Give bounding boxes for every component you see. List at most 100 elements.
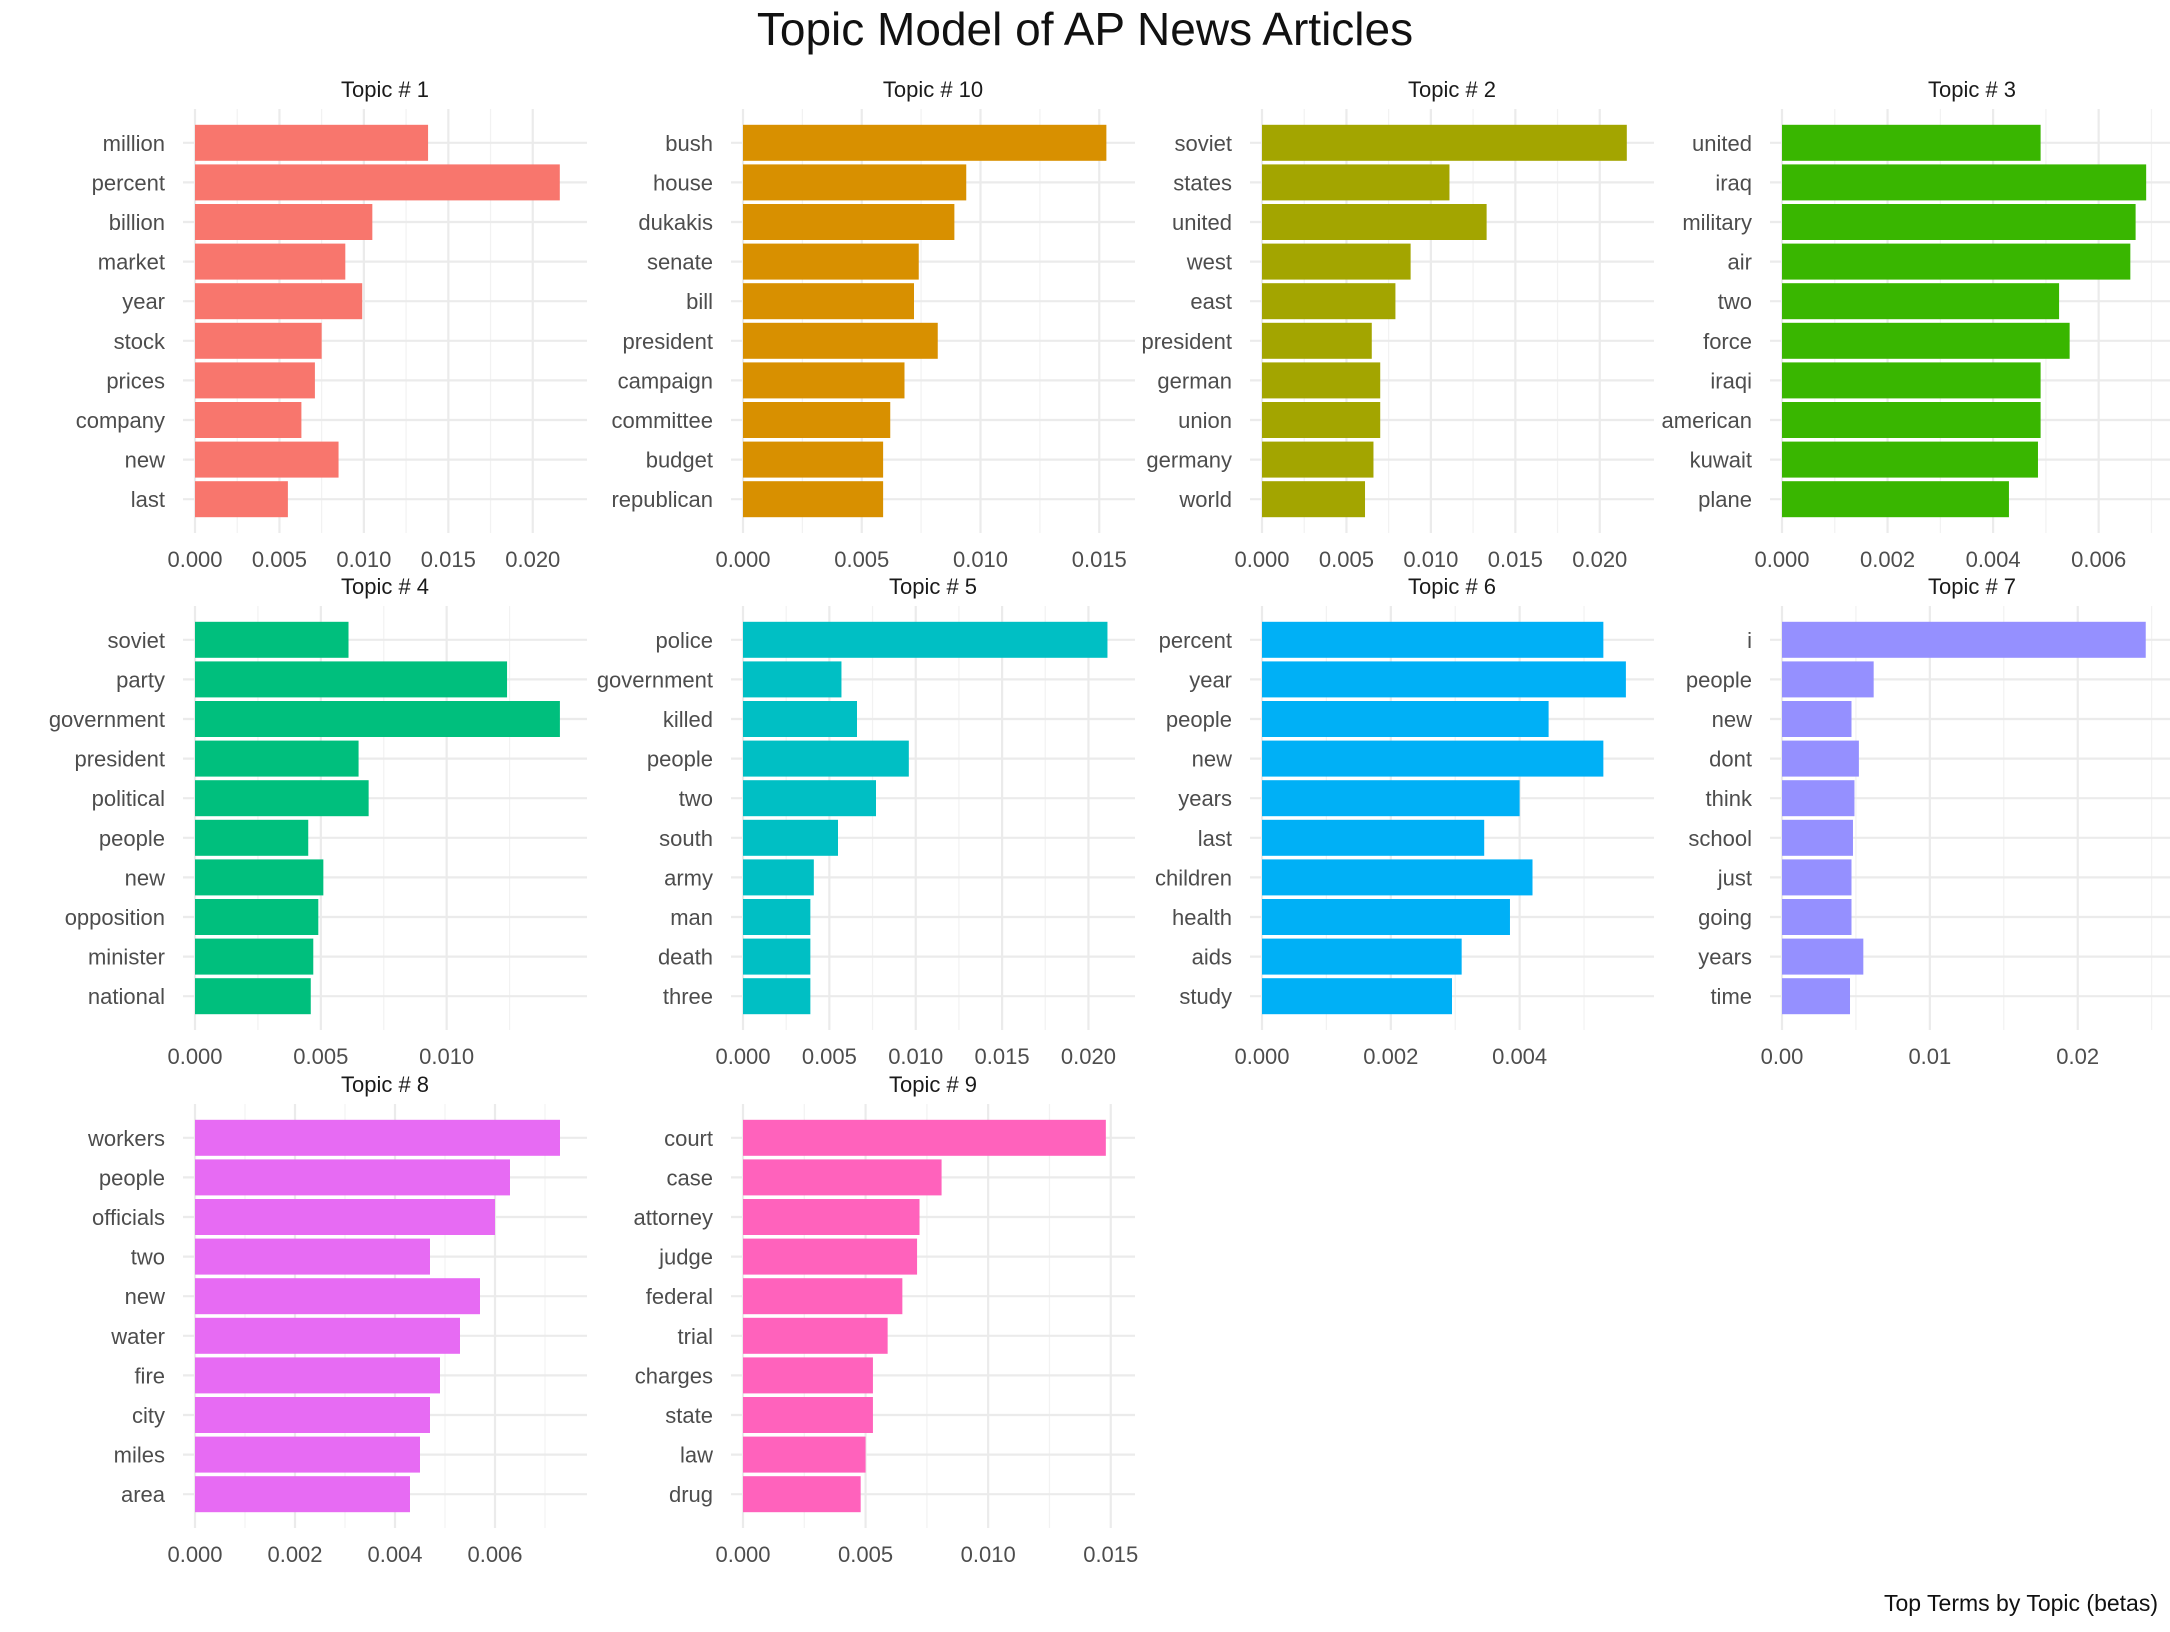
bar (1782, 938, 1864, 975)
term-label: miles (114, 1443, 165, 1468)
term-label: people (1686, 667, 1752, 692)
term-label: german (1157, 368, 1232, 393)
facet-panel: Topic # 3 united iraq military air two force ir… (1662, 77, 2170, 572)
x-tick-label: 0.004 (1966, 547, 2021, 572)
term-label: two (1718, 289, 1752, 314)
facet-panel: Topic # 9 court case attorney judge federal tr… (634, 1072, 1139, 1567)
term-label: committee (612, 408, 713, 433)
term-label: budget (646, 448, 713, 473)
term-label: government (597, 667, 713, 692)
x-tick-label: 0.004 (367, 1542, 422, 1567)
term-label: house (653, 170, 713, 195)
bar (1782, 164, 2147, 201)
x-tick-label: 0.020 (1572, 547, 1627, 572)
bar (1262, 740, 1604, 777)
bar (743, 243, 919, 280)
term-label: east (1190, 289, 1232, 314)
bar (743, 481, 884, 518)
term-label: last (131, 487, 165, 512)
bar (743, 283, 914, 320)
term-label: company (76, 408, 165, 433)
x-tick-label: 0.000 (715, 1542, 770, 1567)
x-tick-label: 0.015 (975, 1044, 1030, 1069)
bar (195, 819, 309, 856)
term-label: workers (87, 1126, 165, 1151)
term-label: kuwait (1690, 448, 1752, 473)
bar (743, 1199, 920, 1235)
bar (1262, 124, 1627, 161)
term-label: attorney (634, 1205, 714, 1230)
x-tick-label: 0.020 (505, 547, 560, 572)
facet-title: Topic # 9 (889, 1072, 977, 1097)
facet-title: Topic # 6 (1408, 574, 1496, 599)
bar (195, 322, 322, 359)
bar (195, 1397, 430, 1433)
x-tick-label: 0.005 (293, 1044, 348, 1069)
bar (195, 402, 302, 438)
facet-panel: Topic # 10 bush house dukakis senate bill pres… (611, 77, 1135, 572)
bar (195, 1199, 495, 1235)
term-label: people (1166, 707, 1232, 732)
facet-panel: Topic # 8 workers people officials two new wat… (87, 1072, 587, 1567)
bar (743, 1238, 918, 1275)
term-label: united (1172, 210, 1232, 235)
bar (1262, 164, 1450, 201)
bar (743, 899, 811, 935)
bar (743, 740, 909, 777)
bar (1782, 740, 1859, 777)
bar (1782, 243, 2131, 280)
bar (1262, 780, 1520, 817)
bar (1782, 402, 2041, 438)
x-tick-label: 0.005 (1319, 547, 1374, 572)
term-label: government (49, 707, 165, 732)
x-tick-label: 0.005 (802, 1044, 857, 1069)
bar (195, 1476, 410, 1513)
bar (195, 1357, 440, 1394)
bar (743, 124, 1107, 161)
term-label: children (1155, 865, 1232, 890)
facet-title: Topic # 3 (1928, 77, 2016, 102)
term-label: drug (669, 1482, 713, 1507)
bar (1262, 859, 1533, 896)
term-label: law (680, 1443, 713, 1468)
facet-panel: Topic # 5 police government killed people two… (597, 574, 1135, 1069)
term-label: federal (646, 1284, 713, 1309)
term-label: soviet (1175, 131, 1232, 156)
term-label: soviet (108, 628, 165, 653)
x-tick-label: 0.010 (953, 547, 1008, 572)
term-label: national (88, 984, 165, 1009)
bar (195, 1119, 560, 1156)
term-label: think (1706, 786, 1753, 811)
bar (1782, 322, 2070, 359)
bar (195, 740, 359, 777)
term-label: water (110, 1324, 165, 1349)
bar (195, 859, 324, 896)
bar (195, 701, 560, 737)
term-label: world (1178, 487, 1232, 512)
bar (1262, 204, 1487, 240)
bar (1262, 481, 1366, 518)
facet-panel: Topic # 7 i people new dont think school just go… (1686, 574, 2170, 1069)
bar (743, 204, 955, 240)
term-label: germany (1146, 448, 1232, 473)
term-label: republican (611, 487, 713, 512)
bar (1782, 283, 2060, 320)
term-label: south (659, 826, 713, 851)
bar (1782, 441, 2038, 478)
term-label: years (1178, 786, 1232, 811)
bar (195, 1436, 420, 1473)
bar (1782, 124, 2041, 161)
x-tick-label: 0.000 (715, 547, 770, 572)
x-tick-label: 0.015 (1488, 547, 1543, 572)
term-label: year (122, 289, 165, 314)
facet-panel: Topic # 6 percent year people new years last ch… (1155, 574, 1654, 1069)
x-tick-label: 0.006 (467, 1542, 522, 1567)
bar (195, 283, 363, 320)
term-label: party (116, 667, 165, 692)
term-label: plane (1698, 487, 1752, 512)
bar (743, 621, 1108, 658)
term-label: political (92, 786, 165, 811)
term-label: new (1192, 747, 1232, 772)
bar (743, 1397, 873, 1433)
